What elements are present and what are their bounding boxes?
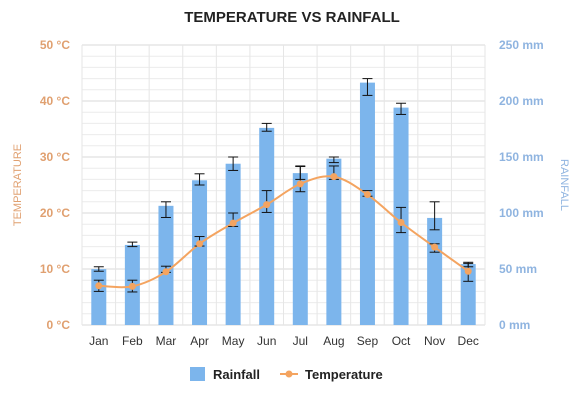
point-temperature-jun [263,201,271,209]
left-tick-label: 30 °C [40,150,70,164]
bar-rainfall-aug [326,158,342,325]
right-tick-label: 0 mm [499,318,530,332]
point-temperature-apr [196,240,204,248]
right-tick-label: 250 mm [499,38,544,52]
point-temperature-oct [397,219,405,227]
point-temperature-feb [128,282,136,290]
x-tick-label: Nov [424,334,445,348]
temperature-line [93,165,474,293]
legend-label-rainfall: Rainfall [213,367,260,382]
legend-label-temperature: Temperature [305,367,383,382]
point-temperature-jan [95,282,103,290]
right-tick-label: 200 mm [499,94,544,108]
x-tick-label: Sep [357,334,379,348]
bar-rainfall-sep [359,82,375,326]
left-axis-label: TEMPERATURE [12,144,24,226]
point-temperature-nov [431,243,439,251]
x-tick-label: Aug [323,334,344,348]
rainfall-bars [91,78,476,326]
x-tick-label: Apr [190,334,209,348]
bar-rainfall-mar [158,205,174,325]
point-temperature-mar [162,268,170,276]
left-tick-label: 50 °C [40,38,70,52]
x-tick-label: Oct [392,334,411,348]
grid [81,44,486,326]
bar-rainfall-nov [427,217,443,325]
legend-marker-temperature [285,370,293,378]
bar-rainfall-apr [192,180,208,325]
point-temperature-may [229,219,237,227]
bar-rainfall-may [225,163,241,325]
point-temperature-aug [330,173,338,181]
chart-title: TEMPERATURE VS RAINFALL [184,9,400,26]
bar-rainfall-jun [259,127,275,325]
right-tick-label: 50 mm [499,262,537,276]
x-tick-label: Mar [156,334,177,348]
bar-rainfall-dec [460,264,476,325]
point-temperature-sep [363,191,371,199]
point-temperature-dec [464,267,472,275]
x-tick-label: Jan [89,334,108,348]
left-tick-label: 0 °C [47,318,71,332]
right-axis-label: RAINFALL [558,159,570,211]
left-tick-label: 40 °C [40,94,70,108]
bar-rainfall-jan [91,269,107,325]
left-tick-label: 20 °C [40,206,70,220]
point-temperature-jul [296,180,304,188]
right-tick-label: 100 mm [499,206,544,220]
x-tick-label: May [222,334,245,348]
bar-rainfall-jul [292,173,308,325]
right-tick-label: 150 mm [499,150,544,164]
axis-ticks: 0 °C 10 °C 20 °C 30 °C 40 °C 50 °C 0 mm 50 mm 10… [40,38,544,348]
x-tick-label: Feb [122,334,143,348]
x-tick-label: Dec [458,334,479,348]
left-tick-label: 10 °C [40,262,70,276]
legend-swatch-rainfall [190,367,205,381]
x-tick-label: Jun [257,334,276,348]
legend: Rainfall Temperature [190,367,383,382]
x-tick-label: Jul [293,334,308,348]
